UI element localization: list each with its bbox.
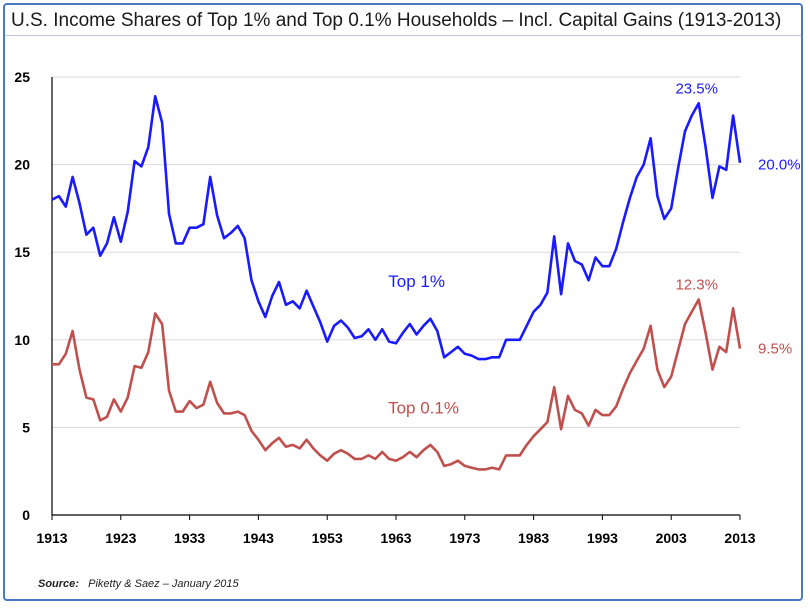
x-tick-label: 1913 [36, 530, 67, 546]
data-label: 9.5% [758, 341, 792, 358]
y-tick-label: 25 [14, 69, 30, 85]
x-tick-label: 2013 [724, 530, 755, 546]
y-tick-label: 5 [22, 419, 30, 435]
x-tick-label: 1973 [449, 530, 480, 546]
data-label: 12.3% [675, 277, 718, 294]
x-tick-label: 1993 [587, 530, 618, 546]
x-tick-label: 2003 [656, 530, 687, 546]
y-tick-label: 10 [14, 332, 30, 348]
chart-frame: U.S. Income Shares of Top 1% and Top 0.1… [3, 3, 803, 601]
series-line-top-0-1- [52, 298, 742, 471]
chart-title: U.S. Income Shares of Top 1% and Top 0.1… [11, 10, 782, 31]
x-tick-label: 1963 [380, 530, 411, 546]
series-label: Top 0.1% [388, 398, 459, 417]
x-tick-label: 1943 [243, 530, 274, 546]
source-text: Piketty & Saez – January 2015 [88, 578, 239, 590]
y-tick-label: 0 [22, 507, 30, 523]
x-tick-label: 1923 [105, 530, 136, 546]
series-label: Top 1% [388, 272, 445, 291]
y-tick-label: 15 [14, 244, 30, 260]
data-label: 23.5% [675, 80, 718, 97]
y-tick-label: 20 [14, 157, 30, 173]
title-bar: U.S. Income Shares of Top 1% and Top 0.1… [5, 5, 801, 36]
source-label: Source: [38, 578, 79, 590]
source-note: Source: Piketty & Saez – January 2015 [38, 578, 239, 590]
data-label: 20.0% [758, 157, 801, 174]
x-tick-label: 1953 [312, 530, 343, 546]
x-tick-label: 1983 [518, 530, 549, 546]
series-line-top-1- [51, 95, 742, 361]
x-tick-label: 1933 [174, 530, 205, 546]
